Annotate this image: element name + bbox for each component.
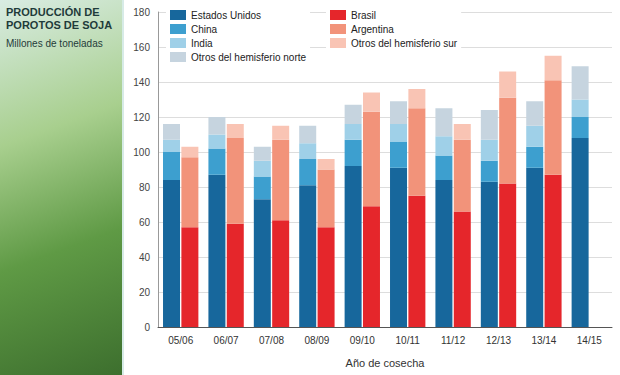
svg-text:India: India bbox=[191, 38, 213, 49]
svg-text:07/08: 07/08 bbox=[259, 335, 284, 346]
svg-text:12/13: 12/13 bbox=[486, 335, 511, 346]
svg-text:40: 40 bbox=[139, 252, 151, 263]
svg-text:100: 100 bbox=[133, 147, 150, 158]
svg-text:80: 80 bbox=[139, 182, 151, 193]
svg-text:60: 60 bbox=[139, 217, 151, 228]
svg-text:Argentina: Argentina bbox=[351, 24, 394, 35]
html-text:PRODUCCIÓN DE POROTOS DE SOJA: PRODUCCIÓN DE POROTOS DE SOJA bbox=[6, 6, 113, 31]
svg-text:05/06: 05/06 bbox=[168, 335, 193, 346]
svg-text:Año de cosecha: Año de cosecha bbox=[346, 357, 426, 369]
svg-text:180: 180 bbox=[133, 7, 150, 18]
svg-text:14/15: 14/15 bbox=[577, 335, 602, 346]
svg-text:13/14: 13/14 bbox=[531, 335, 556, 346]
svg-text:China: China bbox=[191, 24, 218, 35]
svg-text:09/10: 09/10 bbox=[350, 335, 375, 346]
svg-text:20: 20 bbox=[139, 287, 151, 298]
html-text:Millones de toneladas: Millones de toneladas bbox=[6, 38, 103, 49]
svg-text:Otros del hemisferio norte: Otros del hemisferio norte bbox=[191, 52, 306, 63]
svg-text:0: 0 bbox=[144, 322, 150, 333]
svg-text:08/09: 08/09 bbox=[304, 335, 329, 346]
svg-text:11/12: 11/12 bbox=[441, 335, 466, 346]
svg-text:06/07: 06/07 bbox=[214, 335, 239, 346]
svg-text:160: 160 bbox=[133, 42, 150, 53]
svg-text:Otros del hemisferio sur: Otros del hemisferio sur bbox=[351, 38, 458, 49]
svg-text:Estados Unidos: Estados Unidos bbox=[191, 10, 261, 21]
svg-text:120: 120 bbox=[133, 112, 150, 123]
svg-text:10/11: 10/11 bbox=[396, 335, 421, 346]
svg-text:Brasil: Brasil bbox=[351, 10, 376, 21]
svg-text:140: 140 bbox=[133, 77, 150, 88]
